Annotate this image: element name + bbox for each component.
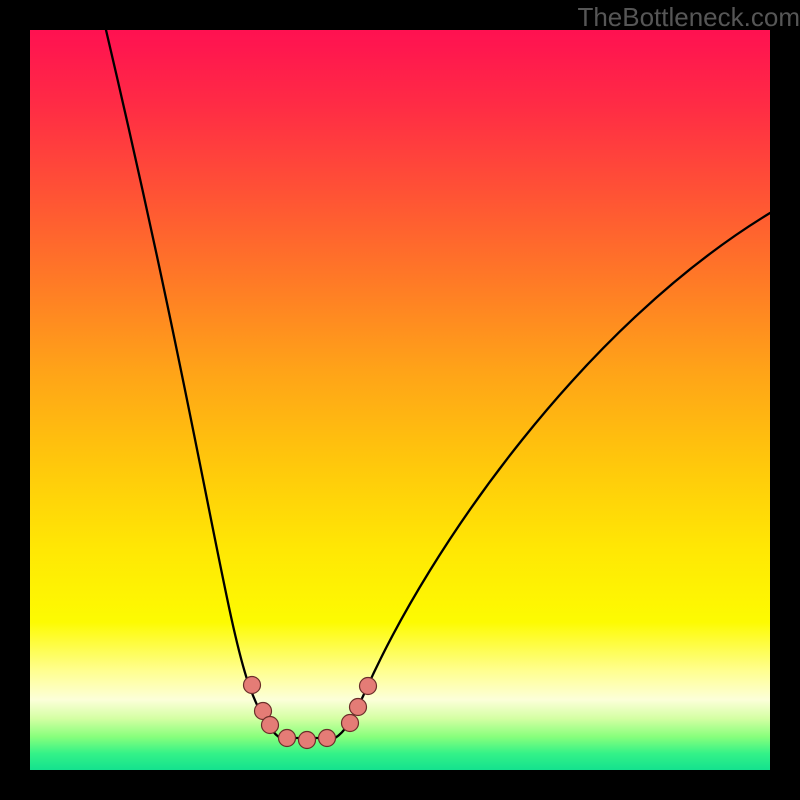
watermark-text: TheBottleneck.com <box>556 2 800 33</box>
data-marker <box>319 730 336 747</box>
gradient-background <box>30 30 770 770</box>
data-marker <box>299 732 316 749</box>
bottleneck-chart <box>0 0 800 800</box>
data-marker <box>244 677 261 694</box>
data-marker <box>350 699 367 716</box>
data-marker <box>279 730 296 747</box>
data-marker <box>342 715 359 732</box>
data-marker <box>360 678 377 695</box>
data-marker <box>262 717 279 734</box>
